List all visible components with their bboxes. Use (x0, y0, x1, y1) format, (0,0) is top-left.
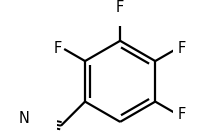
Text: F: F (178, 107, 186, 122)
Text: F: F (178, 41, 186, 55)
Text: N: N (18, 112, 29, 126)
Text: F: F (116, 0, 124, 15)
Text: F: F (54, 41, 62, 55)
